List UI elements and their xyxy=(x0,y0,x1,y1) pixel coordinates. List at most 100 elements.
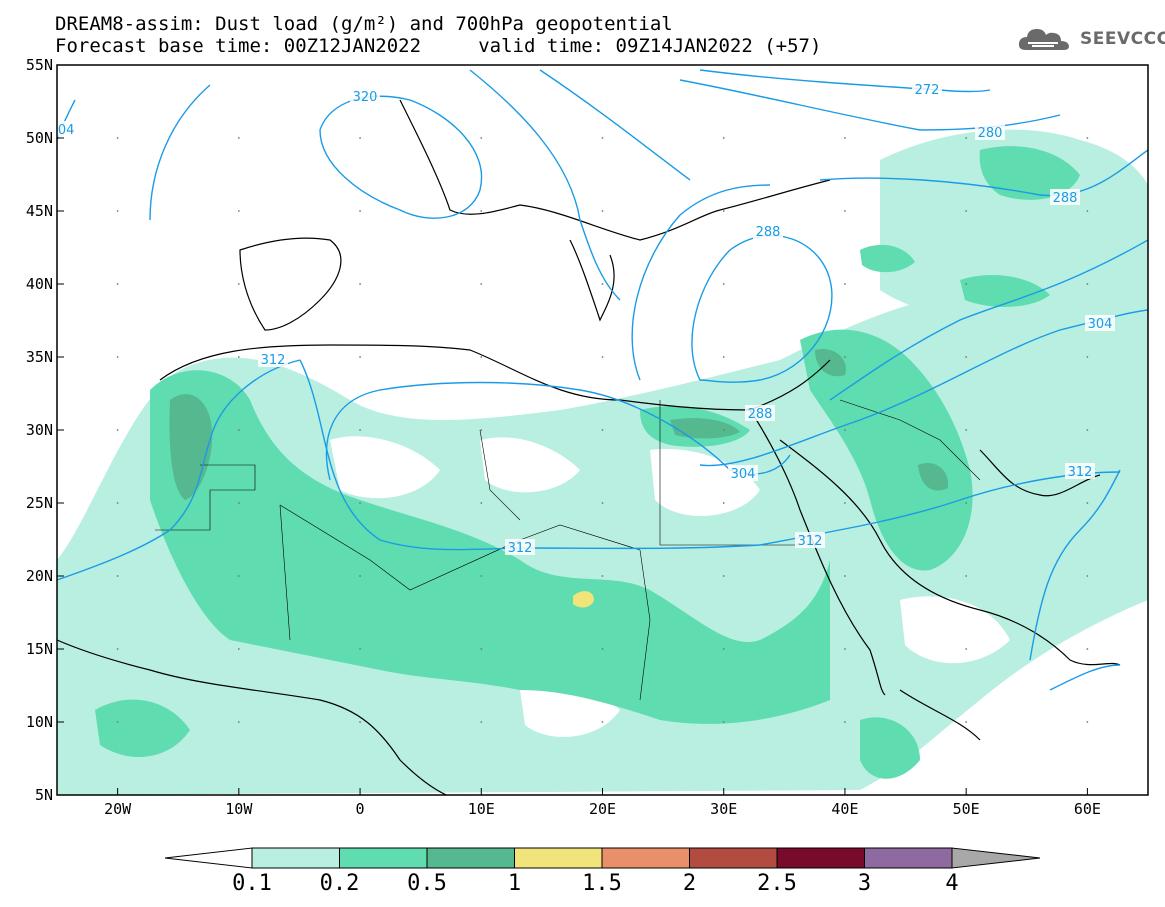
grid-dot xyxy=(601,210,604,212)
contour-label: 320 xyxy=(353,90,378,105)
lon-label: 20W xyxy=(104,800,132,818)
grid-dot xyxy=(965,648,968,650)
grid-dot xyxy=(480,721,483,723)
grid-dot xyxy=(844,137,846,139)
grid-dot xyxy=(601,356,604,358)
lat-label: 55N xyxy=(26,56,53,74)
contour-label-bg xyxy=(505,539,535,555)
grid-dot xyxy=(965,356,968,358)
contour-label: 288 xyxy=(756,225,781,240)
colorbar-swatch xyxy=(426,847,515,869)
contour-label: 304 xyxy=(1088,317,1113,332)
contour-label: 288 xyxy=(1053,191,1078,206)
grid-dot xyxy=(480,356,483,358)
contour-label-bg xyxy=(1085,315,1115,331)
grid-dot xyxy=(601,502,604,504)
contour-label-bg xyxy=(753,223,783,239)
grid-dot xyxy=(844,429,846,431)
lon-label: 10E xyxy=(468,800,495,818)
contour-label: 312 xyxy=(798,534,823,549)
contour-label: 312 xyxy=(261,353,286,368)
grid-dot xyxy=(480,648,483,650)
grid-dot xyxy=(359,721,361,723)
lat-label: 50N xyxy=(26,129,53,147)
lon-label: 30E xyxy=(710,800,737,818)
lon-label: 50E xyxy=(953,800,980,818)
contour-label-bg xyxy=(728,465,758,481)
grid-dot xyxy=(601,648,604,650)
colorbar-tick-label: 2.5 xyxy=(757,871,797,896)
colorbar-tick-label: 2 xyxy=(682,871,697,896)
lat-label: 40N xyxy=(26,275,53,293)
grid-dot xyxy=(965,575,968,577)
grid-dot xyxy=(237,137,240,139)
grid-dot xyxy=(480,429,483,431)
contour-labels: 272 280 288 288 288 304 304 304 312 312 312 312 320 xyxy=(50,81,1115,556)
grid-dot xyxy=(722,721,725,723)
borders xyxy=(155,399,981,701)
grid-dot xyxy=(844,210,846,212)
colorbar-swatch xyxy=(601,847,690,869)
grid-dot xyxy=(844,721,846,723)
grid-dot xyxy=(722,283,725,285)
colorbar-swatch xyxy=(339,847,428,869)
grid-dot xyxy=(237,210,240,212)
lat-label: 20N xyxy=(26,567,53,585)
cloud-icon xyxy=(1018,29,1069,50)
seevccc-logo: SEEVCCC xyxy=(1018,26,1165,52)
logo-text: SEEVCCC xyxy=(1080,29,1165,49)
grid-dot xyxy=(237,283,240,285)
grid-dot xyxy=(844,575,846,577)
grid-dot xyxy=(722,356,725,358)
contour-label: 304 xyxy=(50,123,75,138)
grid-dot xyxy=(116,648,119,650)
contour-label-bg xyxy=(795,532,825,548)
map-subtitle: Forecast base time: 00Z12JAN2022 valid t… xyxy=(55,35,822,57)
grid-dot xyxy=(237,429,240,431)
grid-dot xyxy=(359,137,361,139)
grid-dot xyxy=(844,648,846,650)
graticule xyxy=(116,137,1089,723)
contour-label-bg xyxy=(1065,463,1095,479)
colorbar-tick-label: 0.2 xyxy=(319,871,360,896)
grid-dot xyxy=(844,356,846,358)
grid-dot xyxy=(601,575,604,577)
grid-dot xyxy=(237,575,240,577)
grid-dot xyxy=(480,137,483,139)
grid-dot xyxy=(965,502,968,504)
grid-dot xyxy=(722,502,725,504)
grid-dot xyxy=(359,429,361,431)
grid-dot xyxy=(116,210,119,212)
grid-dot xyxy=(116,283,119,285)
grid-dot xyxy=(116,575,119,577)
contour-label: 312 xyxy=(508,541,533,556)
lat-label: 25N xyxy=(26,494,53,512)
grid-dot xyxy=(965,137,968,139)
grid-dot xyxy=(359,575,361,577)
colorbar-tick-label: 4 xyxy=(945,871,959,896)
grid-dot xyxy=(116,356,119,358)
grid-dot xyxy=(116,429,119,431)
contour-label: 272 xyxy=(915,83,940,98)
grid-dot xyxy=(601,721,604,723)
grid-dot xyxy=(844,502,846,504)
grid-dot xyxy=(844,283,846,285)
lon-label: 20E xyxy=(589,800,616,818)
lat-label: 10N xyxy=(26,713,53,731)
colorbar-swatch xyxy=(689,847,778,869)
contour-label-bg xyxy=(745,405,775,421)
grid-dot xyxy=(359,648,361,650)
lat-label: 5N xyxy=(35,786,53,804)
contour-label: 304 xyxy=(731,467,756,482)
grid-dot xyxy=(237,356,240,358)
grid-dot xyxy=(1086,210,1089,212)
grid-dot xyxy=(1086,283,1089,285)
grid-dot xyxy=(722,210,725,212)
contour-label-bg xyxy=(350,88,380,104)
dust-field: 272 280 288 288 288 304 304 304 312 312 312 312 320 xyxy=(50,69,1148,795)
grid-dot xyxy=(480,575,483,577)
map-title: DREAM8-assim: Dust load (g/m²) and 700hP… xyxy=(55,13,673,35)
contour-label-bg xyxy=(912,81,942,97)
axis-labels: 20W 10W 0 10E 20E 30E 40E 50E 60E 55N 50N 45N 40N 35N… xyxy=(26,56,1101,818)
